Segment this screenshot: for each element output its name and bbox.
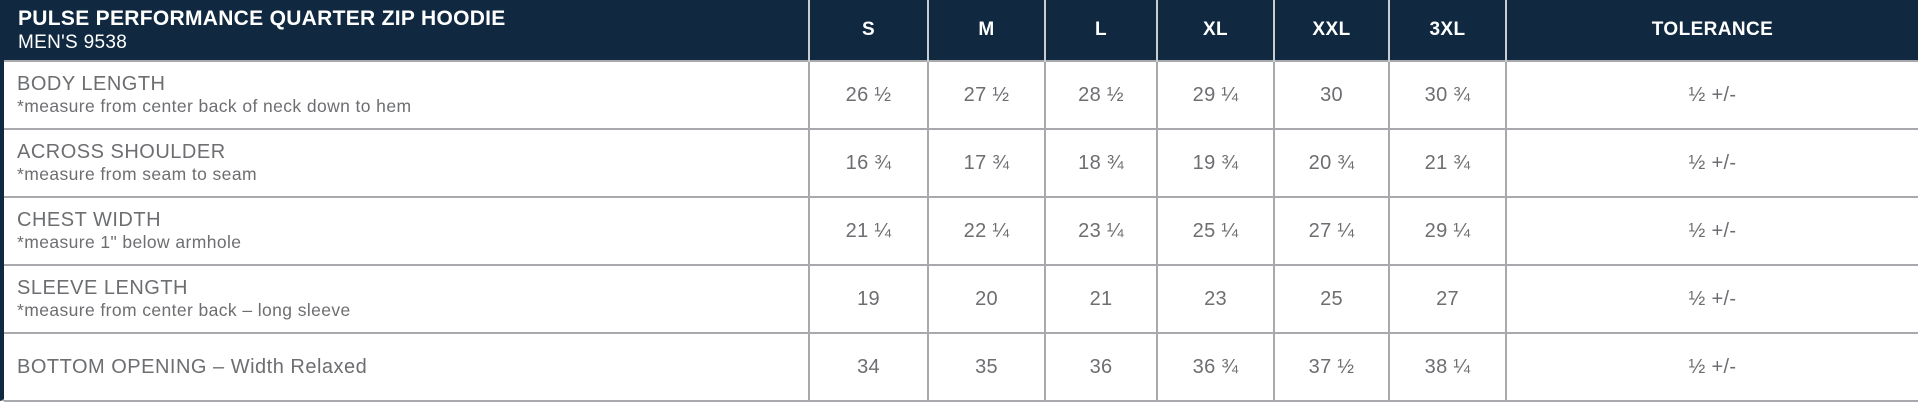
tolerance-cell: ½ +/-: [1505, 264, 1918, 334]
measurement-cell: 20 ¾: [1273, 128, 1390, 198]
row-note: *measure from center back – long sleeve: [17, 300, 351, 321]
col-header-s: S: [808, 0, 928, 61]
measurement-cell: 34: [808, 332, 929, 402]
measurement-cell: 27 ¼: [1273, 196, 1390, 266]
row-label-cell: SLEEVE LENGTH *measure from center back …: [4, 264, 810, 334]
table-row-body-length: BODY LENGTH *measure from center back of…: [4, 60, 1918, 130]
measurement-cell: 29 ¼: [1156, 60, 1275, 130]
measurement-cell: 28 ½: [1044, 60, 1158, 130]
product-header-cell: PULSE PERFORMANCE QUARTER ZIP HOODIE MEN…: [4, 0, 809, 61]
measurement-cell: 19 ¾: [1156, 128, 1275, 198]
table-row-across-shoulder: ACROSS SHOULDER *measure from seam to se…: [4, 128, 1918, 198]
product-style-number: MEN'S 9538: [18, 31, 128, 53]
tolerance-cell: ½ +/-: [1505, 332, 1918, 402]
measurement-cell: 25: [1273, 264, 1390, 334]
col-header-xl: XL: [1156, 0, 1274, 61]
col-header-l: L: [1044, 0, 1157, 61]
row-label: ACROSS SHOULDER: [17, 141, 226, 164]
measurement-cell: 21: [1044, 264, 1158, 334]
table-row-chest-width: CHEST WIDTH *measure 1" below armhole 21…: [4, 196, 1918, 266]
measurement-cell: 30 ¾: [1388, 60, 1507, 130]
row-note: *measure 1" below armhole: [17, 232, 242, 253]
product-title: PULSE PERFORMANCE QUARTER ZIP HOODIE: [18, 7, 506, 31]
row-note: *measure from center back of neck down t…: [17, 96, 412, 117]
measurement-cell: 21 ¾: [1388, 128, 1507, 198]
measurement-cell: 27: [1388, 264, 1507, 334]
row-label: BOTTOM OPENING – Width Relaxed: [17, 355, 368, 378]
col-header-3xl: 3XL: [1388, 0, 1506, 61]
tolerance-cell: ½ +/-: [1505, 196, 1918, 266]
measurement-cell: 27 ½: [927, 60, 1046, 130]
measurement-cell: 18 ¾: [1044, 128, 1158, 198]
row-label: SLEEVE LENGTH: [17, 277, 189, 300]
row-label: BODY LENGTH: [17, 73, 166, 96]
measurement-cell: 21 ¼: [808, 196, 929, 266]
row-label-cell: CHEST WIDTH *measure 1" below armhole: [4, 196, 810, 266]
row-label: CHEST WIDTH: [17, 209, 162, 232]
table-row-bottom-opening: BOTTOM OPENING – Width Relaxed 34 35 36 …: [4, 332, 1918, 402]
measurement-cell: 16 ¾: [808, 128, 929, 198]
measurement-cell: 37 ½: [1273, 332, 1390, 402]
measurement-cell: 30: [1273, 60, 1390, 130]
row-label-cell: BOTTOM OPENING – Width Relaxed: [4, 332, 810, 402]
size-chart-table: PULSE PERFORMANCE QUARTER ZIP HOODIE MEN…: [4, 0, 1918, 402]
measurement-cell: 20: [927, 264, 1046, 334]
table-row-sleeve-length: SLEEVE LENGTH *measure from center back …: [4, 264, 1918, 334]
tolerance-cell: ½ +/-: [1505, 128, 1918, 198]
row-note: *measure from seam to seam: [17, 164, 257, 185]
measurement-cell: 29 ¼: [1388, 196, 1507, 266]
measurement-cell: 35: [927, 332, 1046, 402]
measurement-cell: 36: [1044, 332, 1158, 402]
row-label-cell: ACROSS SHOULDER *measure from seam to se…: [4, 128, 810, 198]
measurement-cell: 38 ¼: [1388, 332, 1507, 402]
measurement-cell: 17 ¾: [927, 128, 1046, 198]
col-header-m: M: [927, 0, 1045, 61]
measurement-cell: 23: [1156, 264, 1275, 334]
measurement-cell: 25 ¼: [1156, 196, 1275, 266]
measurement-cell: 19: [808, 264, 929, 334]
measurement-cell: 22 ¼: [927, 196, 1046, 266]
header-row: PULSE PERFORMANCE QUARTER ZIP HOODIE MEN…: [4, 0, 1918, 61]
measurement-cell: 26 ½: [808, 60, 929, 130]
measurement-cell: 23 ¼: [1044, 196, 1158, 266]
col-header-tolerance: TOLERANCE: [1505, 0, 1918, 61]
tolerance-cell: ½ +/-: [1505, 60, 1918, 130]
col-header-xxl: XXL: [1273, 0, 1389, 61]
row-label-cell: BODY LENGTH *measure from center back of…: [4, 60, 810, 130]
measurement-cell: 36 ¾: [1156, 332, 1275, 402]
